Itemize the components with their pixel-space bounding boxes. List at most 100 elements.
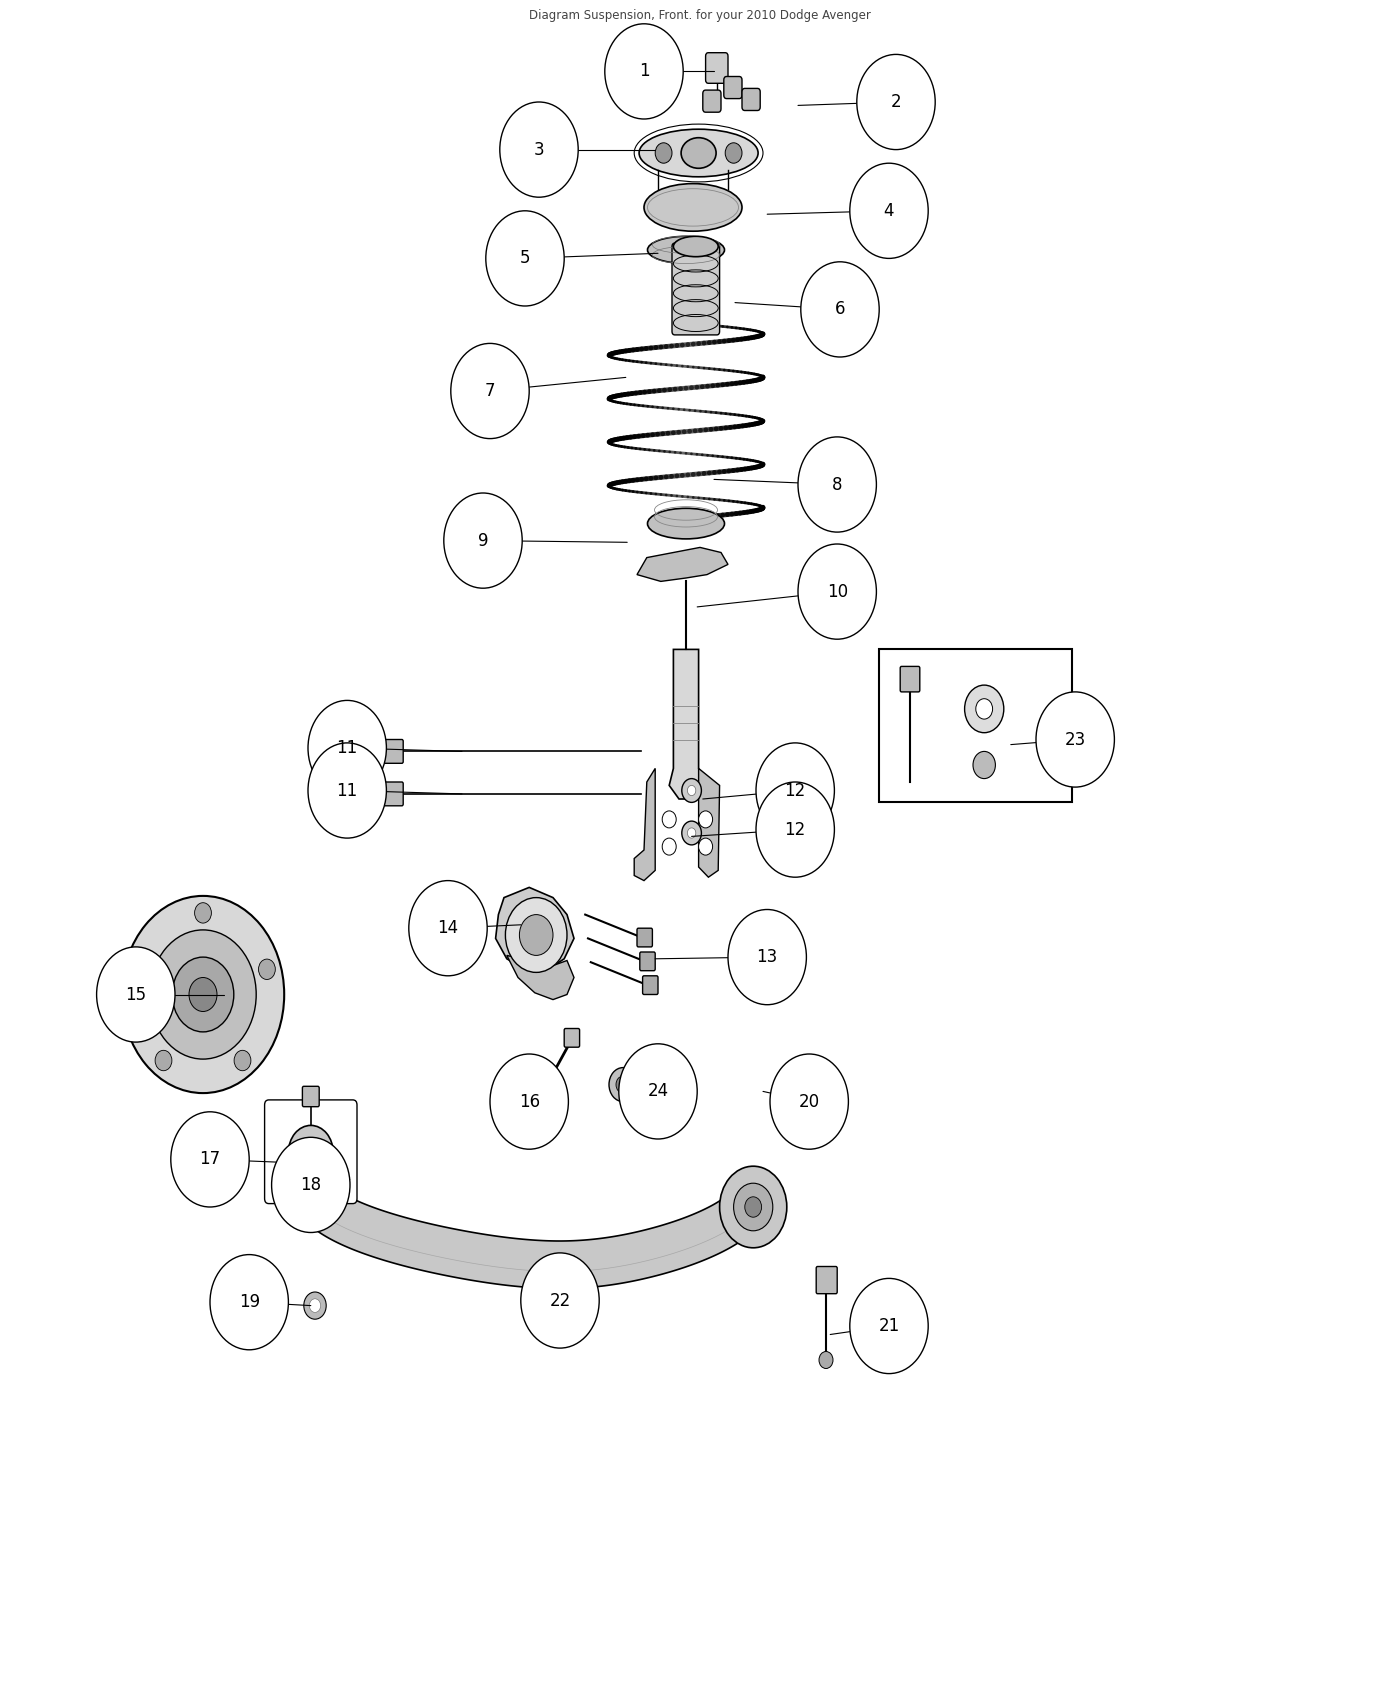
Circle shape xyxy=(500,102,578,197)
Polygon shape xyxy=(507,955,574,1000)
Circle shape xyxy=(195,903,211,923)
Text: 17: 17 xyxy=(199,1151,221,1168)
Polygon shape xyxy=(699,768,720,877)
Circle shape xyxy=(150,930,256,1059)
FancyBboxPatch shape xyxy=(703,90,721,112)
Circle shape xyxy=(171,1112,249,1207)
Text: 9: 9 xyxy=(477,532,489,549)
Circle shape xyxy=(130,959,147,979)
Circle shape xyxy=(172,957,234,1032)
Text: 4: 4 xyxy=(883,202,895,219)
Circle shape xyxy=(720,1166,787,1248)
Circle shape xyxy=(619,1044,697,1139)
Circle shape xyxy=(662,811,676,828)
Circle shape xyxy=(490,1054,568,1149)
FancyBboxPatch shape xyxy=(640,952,655,971)
FancyBboxPatch shape xyxy=(637,928,652,947)
Circle shape xyxy=(973,751,995,779)
Circle shape xyxy=(451,343,529,439)
Circle shape xyxy=(798,544,876,639)
FancyBboxPatch shape xyxy=(564,1028,580,1047)
Circle shape xyxy=(444,493,522,588)
Text: 5: 5 xyxy=(519,250,531,267)
Circle shape xyxy=(976,699,993,719)
FancyBboxPatch shape xyxy=(816,1266,837,1294)
Text: 8: 8 xyxy=(832,476,843,493)
Text: 19: 19 xyxy=(238,1294,260,1311)
FancyBboxPatch shape xyxy=(265,1100,357,1204)
Circle shape xyxy=(272,1137,350,1232)
Circle shape xyxy=(259,959,276,979)
Circle shape xyxy=(728,910,806,1005)
Circle shape xyxy=(734,1183,773,1231)
Ellipse shape xyxy=(638,129,759,177)
Circle shape xyxy=(801,262,879,357)
Circle shape xyxy=(519,915,553,955)
Circle shape xyxy=(609,1068,637,1102)
Circle shape xyxy=(756,743,834,838)
Text: 11: 11 xyxy=(336,740,358,756)
Circle shape xyxy=(308,700,386,796)
Circle shape xyxy=(682,821,701,845)
Text: 12: 12 xyxy=(784,821,806,838)
Text: 12: 12 xyxy=(784,782,806,799)
Circle shape xyxy=(745,1197,762,1217)
Circle shape xyxy=(1036,692,1114,787)
Circle shape xyxy=(770,1054,848,1149)
Polygon shape xyxy=(669,649,703,799)
Text: 24: 24 xyxy=(647,1083,669,1100)
Circle shape xyxy=(756,782,834,877)
Circle shape xyxy=(616,1076,630,1093)
Text: 18: 18 xyxy=(300,1176,322,1193)
Circle shape xyxy=(505,898,567,972)
Ellipse shape xyxy=(647,236,725,264)
Text: 13: 13 xyxy=(756,949,778,966)
Ellipse shape xyxy=(644,184,742,231)
Circle shape xyxy=(210,1255,288,1350)
Ellipse shape xyxy=(673,236,718,257)
Polygon shape xyxy=(496,887,574,969)
Circle shape xyxy=(850,163,928,258)
Circle shape xyxy=(304,1292,326,1319)
FancyBboxPatch shape xyxy=(724,76,742,99)
Circle shape xyxy=(605,24,683,119)
Circle shape xyxy=(857,54,935,150)
Circle shape xyxy=(699,838,713,855)
Text: Diagram Suspension, Front. for your 2010 Dodge Avenger: Diagram Suspension, Front. for your 2010… xyxy=(529,8,871,22)
Text: 6: 6 xyxy=(834,301,846,318)
FancyBboxPatch shape xyxy=(384,782,403,806)
Text: 2: 2 xyxy=(890,94,902,110)
FancyBboxPatch shape xyxy=(643,976,658,994)
Circle shape xyxy=(122,896,284,1093)
FancyBboxPatch shape xyxy=(879,649,1072,802)
Circle shape xyxy=(309,1299,321,1312)
Text: 10: 10 xyxy=(826,583,848,600)
Circle shape xyxy=(308,743,386,838)
Circle shape xyxy=(234,1051,251,1071)
Circle shape xyxy=(699,811,713,828)
FancyBboxPatch shape xyxy=(900,666,920,692)
FancyBboxPatch shape xyxy=(742,88,760,110)
Text: 22: 22 xyxy=(549,1292,571,1309)
Circle shape xyxy=(300,1139,322,1166)
Text: 21: 21 xyxy=(878,1318,900,1334)
Circle shape xyxy=(850,1278,928,1374)
Circle shape xyxy=(189,977,217,1011)
Text: 1: 1 xyxy=(638,63,650,80)
Text: 11: 11 xyxy=(336,782,358,799)
Circle shape xyxy=(687,828,696,838)
Circle shape xyxy=(288,1125,333,1180)
Text: 20: 20 xyxy=(798,1093,820,1110)
Circle shape xyxy=(662,838,676,855)
Text: 7: 7 xyxy=(484,382,496,399)
Circle shape xyxy=(409,881,487,976)
Ellipse shape xyxy=(680,138,717,168)
Circle shape xyxy=(798,437,876,532)
FancyBboxPatch shape xyxy=(302,1086,319,1107)
Circle shape xyxy=(97,947,175,1042)
Text: 14: 14 xyxy=(437,920,459,937)
Ellipse shape xyxy=(647,508,725,539)
Circle shape xyxy=(682,779,701,802)
Text: 3: 3 xyxy=(533,141,545,158)
Circle shape xyxy=(155,1051,172,1071)
